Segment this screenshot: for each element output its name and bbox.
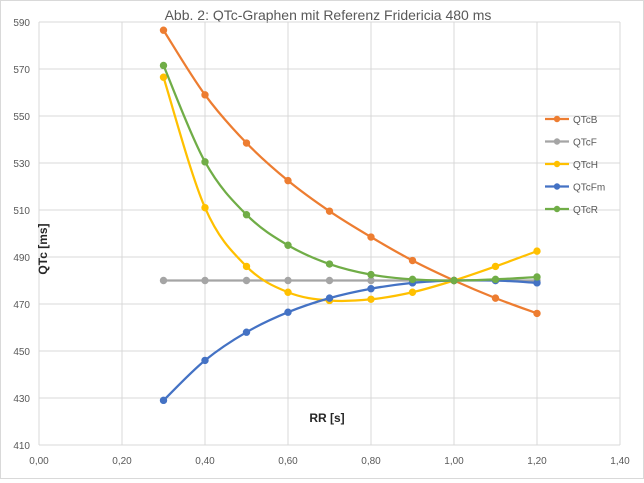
- y-tick-label: 490: [13, 253, 30, 264]
- data-point-qtcf: [325, 276, 334, 285]
- data-point-qtcr: [201, 158, 209, 166]
- series-line-qtcb: [162, 29, 539, 315]
- x-tick-label: 0,00: [29, 456, 49, 467]
- legend-label-qtcfm: QTcFm: [573, 183, 605, 194]
- data-point-qtcfm: [325, 294, 334, 302]
- x-tick-label: 0,80: [361, 456, 381, 467]
- data-point-qtcb: [201, 91, 209, 99]
- data-point-qtcr: [284, 241, 292, 249]
- y-tick-labels: 410 430 450 470 490 510 530 550 570 590: [13, 18, 30, 452]
- data-point-qtcf: [242, 276, 251, 285]
- series-line-qtcfm: [162, 279, 539, 402]
- data-point-qtcr: [491, 275, 500, 284]
- data-point-qtcr: [242, 211, 251, 219]
- legend-item-qtcb: QTcB: [545, 115, 598, 126]
- series-qtcr: [159, 61, 541, 285]
- y-tick-label: 470: [13, 300, 30, 311]
- data-point-qtcfm: [201, 356, 209, 365]
- series-qtcfm: [159, 276, 541, 405]
- legend-label-qtch: QTcH: [573, 160, 598, 171]
- y-tick-label: 410: [13, 441, 30, 452]
- y-tick-label: 590: [13, 18, 30, 29]
- data-point-qtcf: [159, 276, 168, 285]
- data-point-qtcfm: [284, 308, 292, 316]
- data-point-qtcr: [450, 276, 458, 285]
- y-tick-label: 510: [13, 206, 30, 217]
- legend-marker-qtcb: [553, 115, 561, 123]
- legend-item-qtcr: QTcR: [545, 205, 598, 216]
- data-point-qtcr: [159, 61, 168, 70]
- legend-label-qtcf: QTcF: [573, 138, 597, 149]
- data-point-qtch: [367, 295, 375, 303]
- x-tick-label: 1,40: [610, 456, 630, 467]
- y-tick-label: 530: [13, 159, 30, 170]
- data-point-qtcb: [242, 139, 251, 147]
- legend-marker-qtcf: [553, 138, 561, 145]
- x-tick-label: 1,20: [527, 456, 547, 467]
- legend-marker-qtcfm: [553, 183, 561, 190]
- y-tick-label: 450: [13, 347, 30, 358]
- data-point-qtcfm: [159, 396, 168, 405]
- x-tick-label: 0,20: [112, 456, 132, 467]
- y-axis-title: QTc [ms]: [36, 223, 50, 274]
- y-tick-label: 430: [13, 394, 30, 405]
- series-line-qtcr: [162, 64, 539, 282]
- data-point-qtcb: [491, 294, 500, 302]
- data-point-qtcf: [284, 276, 292, 285]
- data-point-qtcr: [367, 270, 375, 279]
- data-point-qtch: [201, 203, 209, 212]
- data-point-qtcb: [533, 309, 541, 318]
- gridlines: [38, 21, 621, 446]
- x-tick-label: 0,60: [278, 456, 298, 467]
- data-point-qtcb: [159, 26, 168, 34]
- y-tick-label: 570: [13, 65, 30, 76]
- legend-marker-qtch: [553, 160, 561, 168]
- data-point-qtch: [408, 288, 417, 296]
- legend: QTcB QTcF QTcH QTcFm QTcR: [545, 115, 605, 216]
- data-point-qtch: [491, 262, 500, 271]
- series-line-qtch: [162, 76, 539, 303]
- data-point-qtcb: [284, 176, 292, 185]
- data-point-qtch: [242, 262, 251, 271]
- chart-title: Abb. 2: QTc-Graphen mit Referenz Frideri…: [165, 7, 492, 23]
- legend-label-qtcb: QTcB: [573, 115, 598, 126]
- data-point-qtcb: [325, 207, 334, 215]
- legend-item-qtcf: QTcF: [545, 138, 597, 149]
- series-layer: [159, 26, 541, 405]
- legend-label-qtcr: QTcR: [573, 205, 598, 216]
- data-point-qtch: [284, 288, 292, 296]
- data-point-qtcr: [533, 273, 541, 281]
- data-point-qtch: [159, 73, 168, 81]
- series-qtch: [159, 73, 541, 305]
- legend-item-qtch: QTcH: [545, 160, 598, 171]
- series-qtcb: [159, 26, 541, 318]
- data-point-qtcb: [367, 233, 375, 241]
- legend-marker-qtcr: [553, 205, 561, 213]
- data-point-qtcb: [408, 256, 417, 265]
- data-point-qtcf: [201, 276, 209, 285]
- data-point-qtcfm: [367, 285, 375, 293]
- data-point-qtcr: [325, 260, 334, 268]
- data-point-qtcfm: [242, 328, 251, 336]
- x-tick-label: 1,00: [444, 456, 464, 467]
- data-point-qtcr: [408, 275, 417, 284]
- x-axis-title: RR [s]: [309, 411, 344, 425]
- data-point-qtch: [533, 247, 541, 255]
- legend-item-qtcfm: QTcFm: [545, 183, 605, 194]
- y-tick-label: 550: [13, 112, 30, 123]
- x-tick-labels: 0,00 0,20 0,40 0,60 0,80 1,00 1,20 1,40: [29, 456, 630, 467]
- x-tick-label: 0,40: [195, 456, 215, 467]
